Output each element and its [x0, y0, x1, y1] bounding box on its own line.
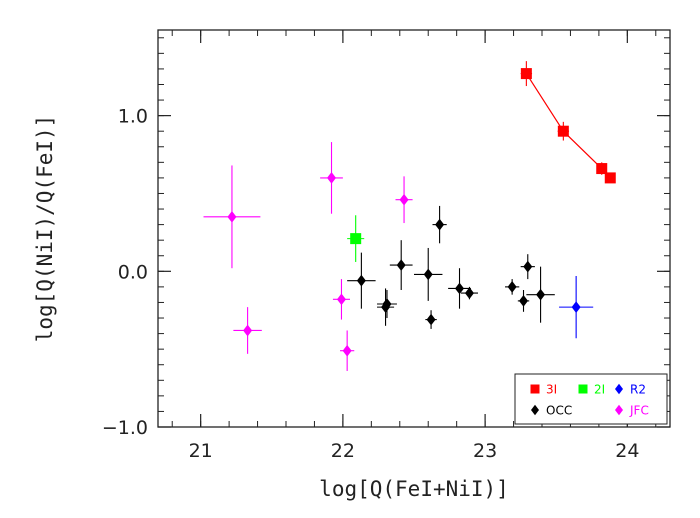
- x-tick-label: 21: [189, 440, 213, 462]
- data-point-occ: [396, 259, 406, 271]
- legend-marker-r2: [615, 383, 623, 395]
- data-point-2i: [350, 233, 362, 245]
- legend-marker-jfc: [615, 404, 623, 416]
- legend-box: [514, 373, 668, 425]
- x-tick-label: 24: [615, 440, 639, 462]
- data-point-occ: [382, 298, 392, 310]
- data-point-3i: [596, 163, 608, 175]
- x-axis-title: log[Q(FeI+NiI)]: [319, 477, 509, 501]
- series-2i: [347, 215, 365, 262]
- series-r2: [559, 275, 594, 339]
- data-point-occ: [426, 313, 436, 326]
- data-point-3i: [604, 172, 616, 184]
- data-point-jfc: [243, 324, 253, 337]
- legend-marker-occ: [531, 404, 539, 416]
- legend-label-2i: 2I: [594, 383, 605, 397]
- data-point-occ: [423, 268, 433, 281]
- legend-label-jfc: JFC: [629, 404, 649, 418]
- legend-label-r2: R2: [630, 383, 646, 397]
- data-point-3i: [520, 68, 532, 80]
- legend-marker-2i: [578, 384, 588, 394]
- data-point-occ: [455, 282, 465, 295]
- data-point-jfc: [327, 172, 337, 184]
- data-point-jfc: [336, 293, 346, 306]
- y-tick-label: −1.0: [102, 417, 148, 439]
- legend-label-occ: OCC: [546, 404, 572, 418]
- x-tick-label: 22: [331, 440, 355, 462]
- data-point-jfc: [399, 193, 409, 206]
- y-tick-label: 1.0: [118, 106, 148, 128]
- y-axis-title: log[Q(NiI)/Q(FeI)]: [33, 115, 57, 343]
- plot-area: 21 22 23 24 −1.0 0.0 1.0: [102, 29, 671, 462]
- series-occ: [347, 205, 555, 329]
- data-point-r2: [571, 301, 581, 313]
- data-point-occ: [356, 274, 366, 287]
- data-point-occ: [523, 260, 533, 273]
- series-3i: [520, 61, 616, 184]
- plot-frame: [157, 29, 671, 428]
- y-tick-label: 0.0: [118, 261, 148, 283]
- data-point-occ: [507, 281, 517, 293]
- x-tick-label: 23: [473, 440, 497, 462]
- legend-marker-3i: [530, 384, 540, 394]
- data-point-3i: [557, 125, 569, 137]
- data-point-occ: [464, 287, 474, 299]
- legend: 3I 2I R2 OCC JFC: [514, 373, 668, 425]
- data-point-occ: [435, 218, 445, 231]
- legend-label-3i: 3I: [546, 383, 557, 397]
- data-point-occ: [536, 288, 546, 301]
- data-point-jfc: [227, 210, 237, 223]
- data-point-occ: [519, 295, 529, 307]
- series-jfc: [203, 142, 413, 371]
- data-point-jfc: [342, 344, 352, 357]
